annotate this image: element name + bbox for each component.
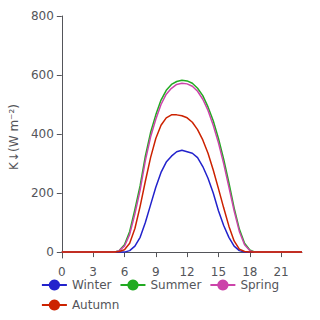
svg-text:Summer: Summer — [150, 278, 201, 292]
svg-text:Autumn: Autumn — [72, 298, 119, 312]
svg-text:6: 6 — [121, 265, 129, 279]
svg-text:Spring: Spring — [240, 278, 279, 292]
svg-text:9: 9 — [152, 265, 160, 279]
svg-text:600: 600 — [31, 68, 54, 82]
svg-text:Winter: Winter — [72, 278, 112, 292]
svg-text:3: 3 — [89, 265, 97, 279]
svg-text:200: 200 — [31, 186, 54, 200]
svg-text:800: 800 — [31, 9, 54, 23]
svg-text:400: 400 — [31, 127, 54, 141]
svg-text:18: 18 — [242, 265, 257, 279]
svg-text:0: 0 — [46, 245, 54, 259]
svg-text:12: 12 — [179, 265, 194, 279]
svg-text:K↓(W m⁻²): K↓(W m⁻²) — [7, 104, 21, 170]
svg-text:0: 0 — [58, 265, 66, 279]
svg-text:21: 21 — [273, 265, 288, 279]
svg-text:15: 15 — [211, 265, 226, 279]
